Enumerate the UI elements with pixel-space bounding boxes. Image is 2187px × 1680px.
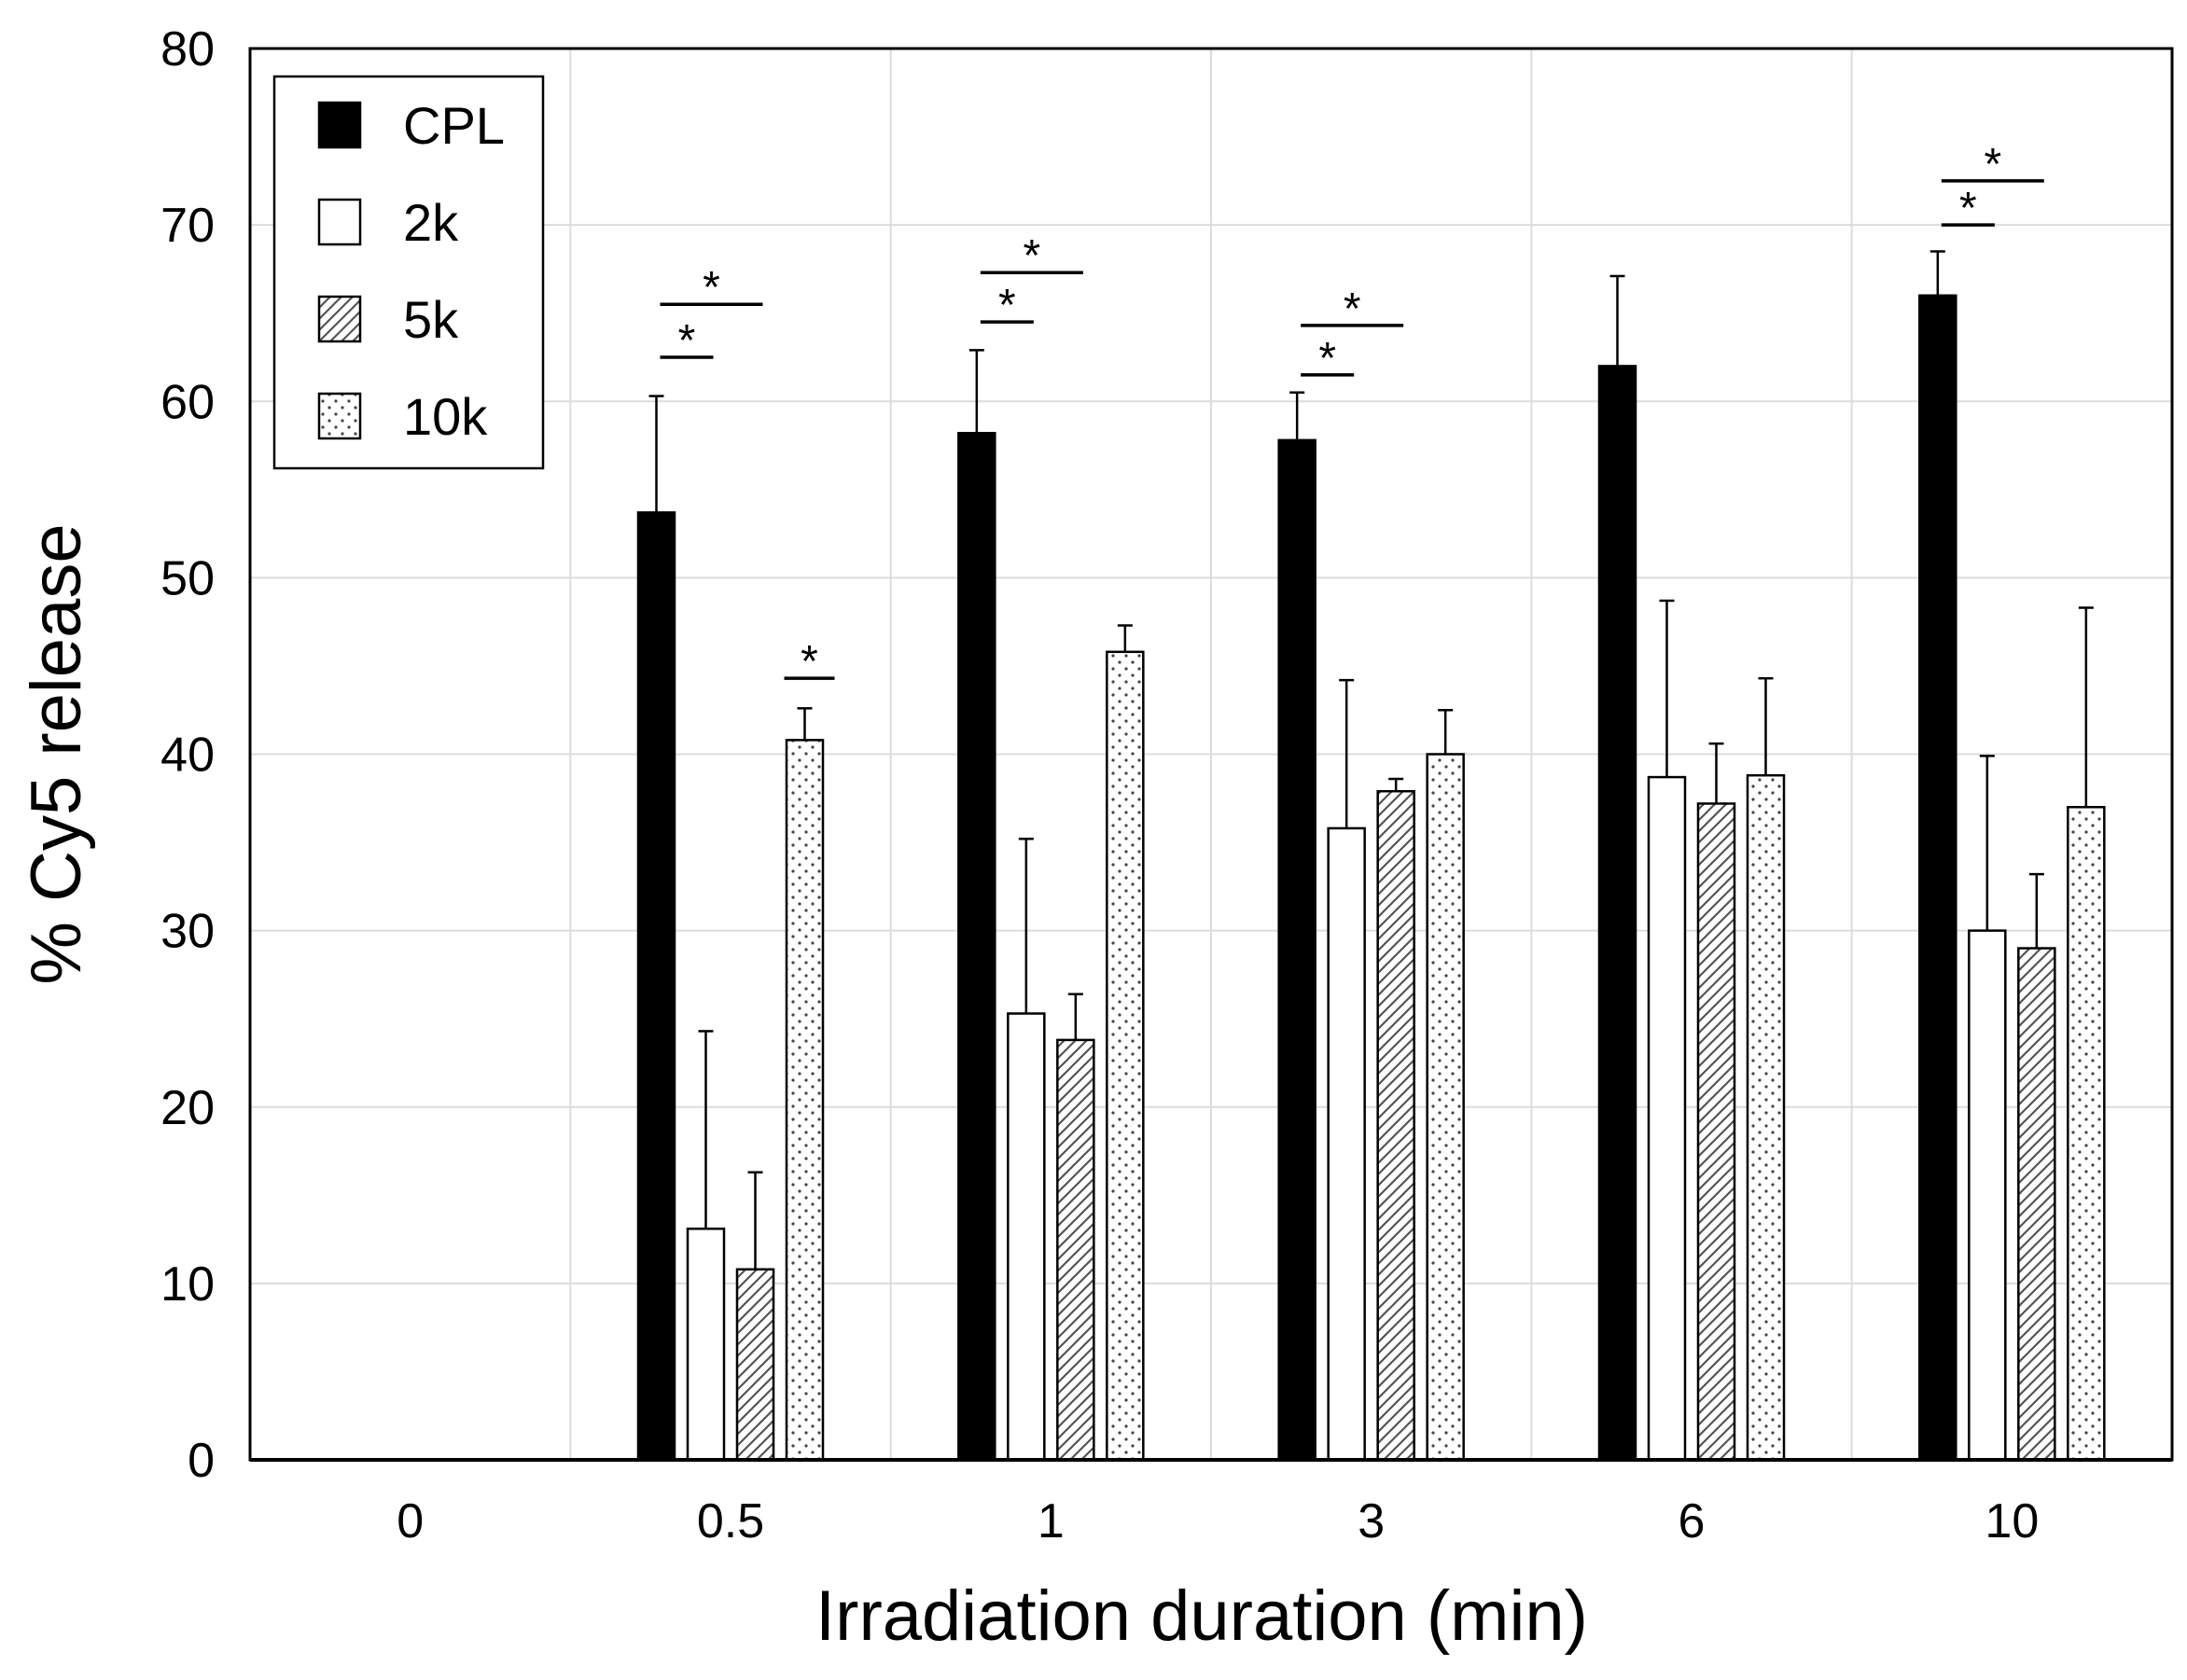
x-axis-title: Irradiation duration (min) [815,1576,1588,1656]
error-bars [648,250,2094,1270]
bars [636,294,2106,1462]
y-tick-label: 60 [160,375,215,429]
bar-5k [735,1268,775,1462]
legend-swatch-10k [317,392,362,440]
legend-label-10k: 10k [403,387,488,446]
significance-star: * [998,281,1016,330]
bar-2k [1327,826,1366,1462]
legend-label-5k: 5k [403,290,459,349]
bar-cpl [1277,438,1316,1462]
grid-lines [250,49,2172,1460]
y-tick-label: 20 [160,1081,215,1135]
bar-10k [2067,805,2106,1462]
x-tick-label: 3 [1358,1494,1385,1548]
significance-star: * [678,316,696,366]
legend-swatch-5k [317,295,362,343]
significance-star: * [1318,334,1336,383]
significance-star: * [703,263,720,312]
y-tick-label: 10 [160,1257,215,1312]
legend: CPL 2k 5k 10k [272,75,545,470]
bar-10k [1426,753,1465,1462]
x-tick-label: 1 [1038,1494,1065,1548]
x-tick-label: 10 [1985,1494,2039,1548]
significance-star: * [1959,184,1977,233]
significance-star: * [801,637,818,687]
y-axis-title: % Cy5 release [17,523,96,984]
bar-2k [1968,929,2007,1462]
y-tick-label: 70 [160,199,215,253]
bar-2k [1647,775,1687,1462]
legend-label-2k: 2k [403,193,459,252]
bar-2k [686,1227,726,1462]
x-tick-label: 6 [1679,1494,1706,1548]
bar-10k [1746,773,1786,1462]
y-tick-label: 40 [160,729,215,783]
significance-star: * [1023,231,1040,281]
bar-5k [2017,947,2056,1462]
y-tick-label: 80 [160,22,215,76]
x-tick-label: 0.5 [697,1494,764,1548]
bar-10k [785,739,825,1462]
bar-5k [1696,802,1736,1462]
significance-star: * [1344,285,1361,334]
y-tick-label: 50 [160,551,215,605]
significance-star: * [1984,140,2001,189]
x-tick-label: 0 [397,1494,424,1548]
legend-label-cpl: CPL [403,96,505,155]
significance-markers: ********* [660,140,2044,687]
bar-cpl [1597,365,1637,1462]
bar-2k [1007,1012,1046,1462]
bar-cpl [1918,294,1957,1462]
axes [248,47,2174,1462]
bar-10k [1106,650,1145,1462]
bar-5k [1376,789,1415,1462]
y-tick-label: 30 [160,905,215,959]
y-tick-label: 0 [188,1434,215,1488]
legend-swatch-cpl [317,101,362,149]
tick-labels: 0 10 20 30 40 50 60 70 80 0 0.5 1 3 6 10 [160,22,2039,1548]
bar-5k [1056,1038,1095,1462]
legend-swatch-2k [317,198,362,246]
bar-cpl [636,511,676,1462]
bar-cpl [957,432,996,1462]
